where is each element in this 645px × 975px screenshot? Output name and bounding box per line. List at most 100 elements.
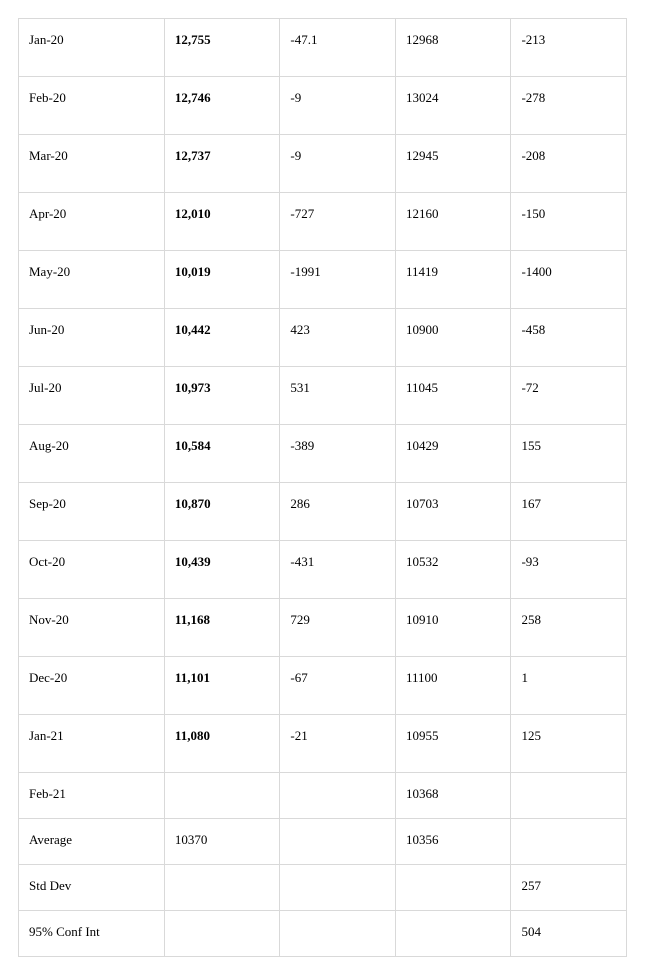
table-cell: Std Dev (19, 865, 165, 911)
table-cell (395, 911, 511, 957)
table-cell: 286 (280, 483, 396, 541)
table-cell: 12,737 (164, 135, 280, 193)
table-row: May-2010,019-199111419-1400 (19, 251, 627, 309)
table-row: Dec-2011,101-67111001 (19, 657, 627, 715)
table-cell: 12945 (395, 135, 511, 193)
table-cell: 504 (511, 911, 627, 957)
table-cell: 10368 (395, 773, 511, 819)
table-cell: Aug-20 (19, 425, 165, 483)
table-cell: 12160 (395, 193, 511, 251)
table-cell: 10955 (395, 715, 511, 773)
table-cell: -208 (511, 135, 627, 193)
data-table: Jan-2012,755-47.112968-213Feb-2012,746-9… (18, 18, 627, 957)
table-cell (395, 865, 511, 911)
table-cell (280, 911, 396, 957)
table-cell: Jul-20 (19, 367, 165, 425)
table-cell (164, 865, 280, 911)
table-cell (164, 773, 280, 819)
table-cell: -72 (511, 367, 627, 425)
table-cell: 10,973 (164, 367, 280, 425)
table-cell: Nov-20 (19, 599, 165, 657)
table-row: Jul-2010,97353111045-72 (19, 367, 627, 425)
table-row: Std Dev 257 (19, 865, 627, 911)
table-cell: -458 (511, 309, 627, 367)
table-cell: Apr-20 (19, 193, 165, 251)
table-cell: 10,870 (164, 483, 280, 541)
table-cell: 11,168 (164, 599, 280, 657)
table-cell: -727 (280, 193, 396, 251)
table-cell: 423 (280, 309, 396, 367)
table-cell: 10703 (395, 483, 511, 541)
table-cell: Jun-20 (19, 309, 165, 367)
table-cell: -67 (280, 657, 396, 715)
table-cell: -213 (511, 19, 627, 77)
table-cell: 11,080 (164, 715, 280, 773)
table-cell: 12,746 (164, 77, 280, 135)
table-cell: 10910 (395, 599, 511, 657)
table-row: Feb-21 10368 (19, 773, 627, 819)
table-cell: Jan-21 (19, 715, 165, 773)
table-row: Average10370 10356 (19, 819, 627, 865)
table-cell: Feb-20 (19, 77, 165, 135)
table-row: Aug-2010,584-38910429155 (19, 425, 627, 483)
table-cell: -93 (511, 541, 627, 599)
table-cell: 12,755 (164, 19, 280, 77)
table-row: Mar-2012,737-912945-208 (19, 135, 627, 193)
table-cell: Mar-20 (19, 135, 165, 193)
table-cell: 257 (511, 865, 627, 911)
table-cell: 10429 (395, 425, 511, 483)
table-cell (280, 865, 396, 911)
table-cell: Jan-20 (19, 19, 165, 77)
table-cell: -47.1 (280, 19, 396, 77)
table-cell (511, 773, 627, 819)
table-cell: 10370 (164, 819, 280, 865)
table-cell: 125 (511, 715, 627, 773)
table-cell: 10,019 (164, 251, 280, 309)
table-cell: 13024 (395, 77, 511, 135)
table-cell: 10532 (395, 541, 511, 599)
table-cell (164, 911, 280, 957)
table-cell: 11045 (395, 367, 511, 425)
table-cell: 10,439 (164, 541, 280, 599)
table-cell: 167 (511, 483, 627, 541)
table-cell: Dec-20 (19, 657, 165, 715)
table-cell: -278 (511, 77, 627, 135)
table-row: Apr-2012,010-72712160-150 (19, 193, 627, 251)
table-cell: 531 (280, 367, 396, 425)
table-cell: -9 (280, 77, 396, 135)
table-cell (280, 773, 396, 819)
table-cell: 95% Conf Int (19, 911, 165, 957)
table-row: 95% Conf Int 504 (19, 911, 627, 957)
table-cell: 10,442 (164, 309, 280, 367)
table-cell: 12,010 (164, 193, 280, 251)
table-cell: -1400 (511, 251, 627, 309)
table-cell: 258 (511, 599, 627, 657)
table-cell (280, 819, 396, 865)
table-row: Jun-2010,44242310900-458 (19, 309, 627, 367)
table-cell: 12968 (395, 19, 511, 77)
table-row: Oct-2010,439-43110532-93 (19, 541, 627, 599)
table-cell: 155 (511, 425, 627, 483)
table-cell: Oct-20 (19, 541, 165, 599)
table-cell: -9 (280, 135, 396, 193)
table-cell: -1991 (280, 251, 396, 309)
table-cell: 11,101 (164, 657, 280, 715)
table-cell: 11419 (395, 251, 511, 309)
table-cell: Average (19, 819, 165, 865)
table-cell: -21 (280, 715, 396, 773)
table-cell: -150 (511, 193, 627, 251)
table-body: Jan-2012,755-47.112968-213Feb-2012,746-9… (19, 19, 627, 957)
table-cell: 11100 (395, 657, 511, 715)
table-cell (511, 819, 627, 865)
table-cell: Sep-20 (19, 483, 165, 541)
table-row: Feb-2012,746-913024-278 (19, 77, 627, 135)
table-row: Jan-2012,755-47.112968-213 (19, 19, 627, 77)
table-row: Sep-2010,87028610703167 (19, 483, 627, 541)
table-cell: Feb-21 (19, 773, 165, 819)
table-cell: -431 (280, 541, 396, 599)
table-cell: 10,584 (164, 425, 280, 483)
table-cell: -389 (280, 425, 396, 483)
table-cell: 1 (511, 657, 627, 715)
table-cell: 10900 (395, 309, 511, 367)
table-cell: 10356 (395, 819, 511, 865)
